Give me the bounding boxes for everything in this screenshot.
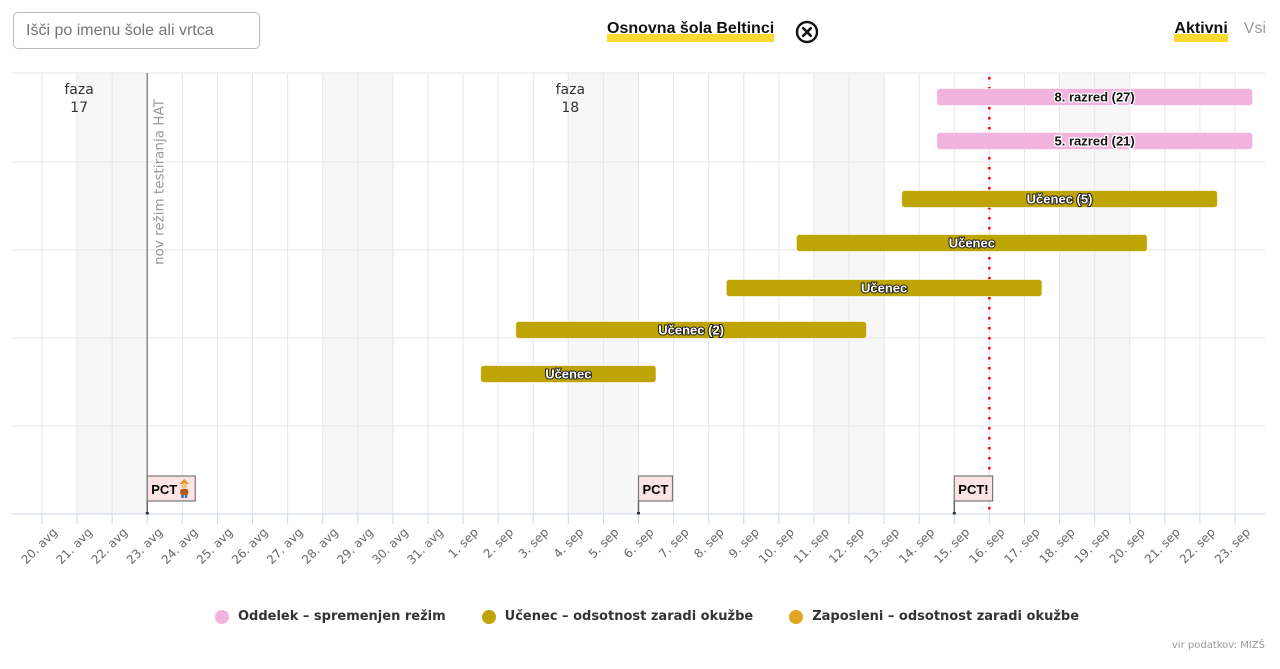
chart-legend: Oddelek – spremenjen režim Učenec – odso… [0,609,1280,624]
bar-rect[interactable] [901,190,1218,208]
x-tick-label: 17. sep [1001,525,1042,566]
bar-oddelek[interactable]: 8. razred (27) [936,88,1254,106]
x-tick-label: 15. sep [931,525,972,566]
timeline-chart: faza 17 faza 18 nov režim testiranja HAT 8. r… [12,72,1265,567]
bar-oddelek[interactable]: 5. razred (21) [936,132,1254,150]
x-tick-label: 16. sep [966,525,1007,566]
x-tick-label: 13. sep [861,525,902,566]
plot-lines: nov režim testiranja HAT [146,73,991,514]
data-source-credits[interactable]: vir podatkov: MIZŠ [1171,640,1265,651]
flag-pole-base [952,512,956,515]
bars: 8. razred (27) 5. razred (21) Učenec (5) Uč… [480,88,1254,383]
flag-label: PCT! [958,482,988,497]
flag-box [953,475,994,502]
clear-school-button[interactable] [795,20,819,44]
search-input[interactable] [13,12,260,49]
tab-vsi[interactable]: Vsi [1243,20,1266,37]
bar-label: Učenec (5) [1027,192,1093,207]
flag-box [637,475,674,502]
flag-pole-base [636,512,640,515]
x-tick-label: 14. sep [896,525,937,566]
phase-label: faza [556,82,585,98]
x-tick-label: 7. sep [656,525,692,561]
x-tick-label: 30. avg [369,525,411,567]
x-tick-label: 6. sep [621,525,657,561]
x-tick-label: 8. sep [691,525,727,561]
flag-marker[interactable]: PCT [636,475,674,515]
x-tick-label: 29. avg [334,525,376,567]
bar-rect[interactable] [515,321,868,339]
bar-rect[interactable] [936,88,1254,106]
x-tick-label: 23. sep [1212,525,1253,566]
flag-label: PCT [151,482,177,497]
legend-item-ucenec[interactable]: Učenec – odsotnost zaradi okužbe [481,609,754,624]
x-tick-label: 2. sep [481,525,517,561]
bar-label: Učenec [949,236,995,251]
selected-school-title: Osnovna šola Beltinci [607,19,775,42]
bar-rect[interactable] [795,234,1148,252]
bar-ucenec[interactable]: Učenec [795,234,1148,252]
x-tick-label: 31. avg [404,525,446,567]
phase-number: 18 [561,100,579,116]
legend-label: Zaposleni – odsotnost zaradi okužbe [812,609,1080,624]
x-tick-label: 25. avg [194,525,236,567]
x-tick-label: 11. sep [791,525,832,566]
x-tick-label: 10. sep [756,525,797,566]
x-tick-label: 4. sep [551,525,587,561]
x-tick-label: 26. avg [229,525,271,567]
person-emoji-icon [179,479,190,498]
bar-ucenec[interactable]: Učenec (2) [515,321,868,339]
bar-label: Učenec [545,367,591,382]
x-tick-label: 21. avg [54,525,96,567]
x-tick-label: 3. sep [516,525,552,561]
x-tick-label: 19. sep [1072,525,1113,566]
legend-label: Oddelek – spremenjen režim [237,609,446,624]
bar-label: 5. razred (21) [1055,134,1135,149]
x-tick-label: 21. sep [1142,525,1183,566]
x-tick-label: 20. avg [18,525,60,567]
bar-rect[interactable] [936,132,1254,150]
phase-labels: faza 17 faza 18 [64,82,585,116]
x-tick-label: 23. avg [124,525,166,567]
flag-marker[interactable]: PCT! [952,475,994,515]
bar-label: Učenec (2) [658,323,724,338]
bar-ucenec[interactable]: Učenec [725,279,1043,297]
x-tick-label: 22. sep [1177,525,1218,566]
legend-item-zaposleni[interactable]: Zaposleni – odsotnost zaradi okužbe [789,609,1079,624]
flag-label: PCT [642,482,668,497]
x-tick-label: 24. avg [159,525,201,567]
x-tick-label: 27. avg [264,525,306,567]
x-tick-label: 1. sep [445,525,481,561]
filter-tabs: Aktivni Vsi [1174,19,1266,42]
tab-aktivni[interactable]: Aktivni [1174,19,1228,42]
legend-label: Učenec – odsotnost zaradi okužbe [504,609,754,624]
x-tick-label: 20. sep [1107,525,1148,566]
legend-item-oddelek[interactable]: Oddelek – spremenjen režim [214,609,446,624]
flag-pole-base [145,512,149,515]
flag-marker[interactable]: PCT [145,475,196,515]
bar-rect[interactable] [725,279,1043,297]
flags: PCT PCT PCT! [145,475,994,515]
bar-label: 8. razred (27) [1055,90,1135,105]
x-tick-label: 5. sep [586,525,622,561]
x-tick-label: 18. sep [1037,525,1078,566]
bar-label: Učenec [861,281,907,296]
bar-ucenec[interactable]: Učenec [480,365,657,383]
legend-dot-icon [481,609,496,624]
circle-x-icon [795,20,819,44]
phase-label: faza [64,82,93,98]
plot-line-label: nov režim testiranja HAT [151,98,167,265]
x-tick-label: 22. avg [89,525,131,567]
legend-dot-icon [789,609,804,624]
x-tick-label: 28. avg [299,525,341,567]
phase-number: 17 [70,100,88,116]
x-tick-label: 12. sep [826,525,867,566]
bar-ucenec[interactable]: Učenec (5) [901,190,1218,208]
legend-dot-icon [214,609,229,624]
bar-rect[interactable] [480,365,657,383]
